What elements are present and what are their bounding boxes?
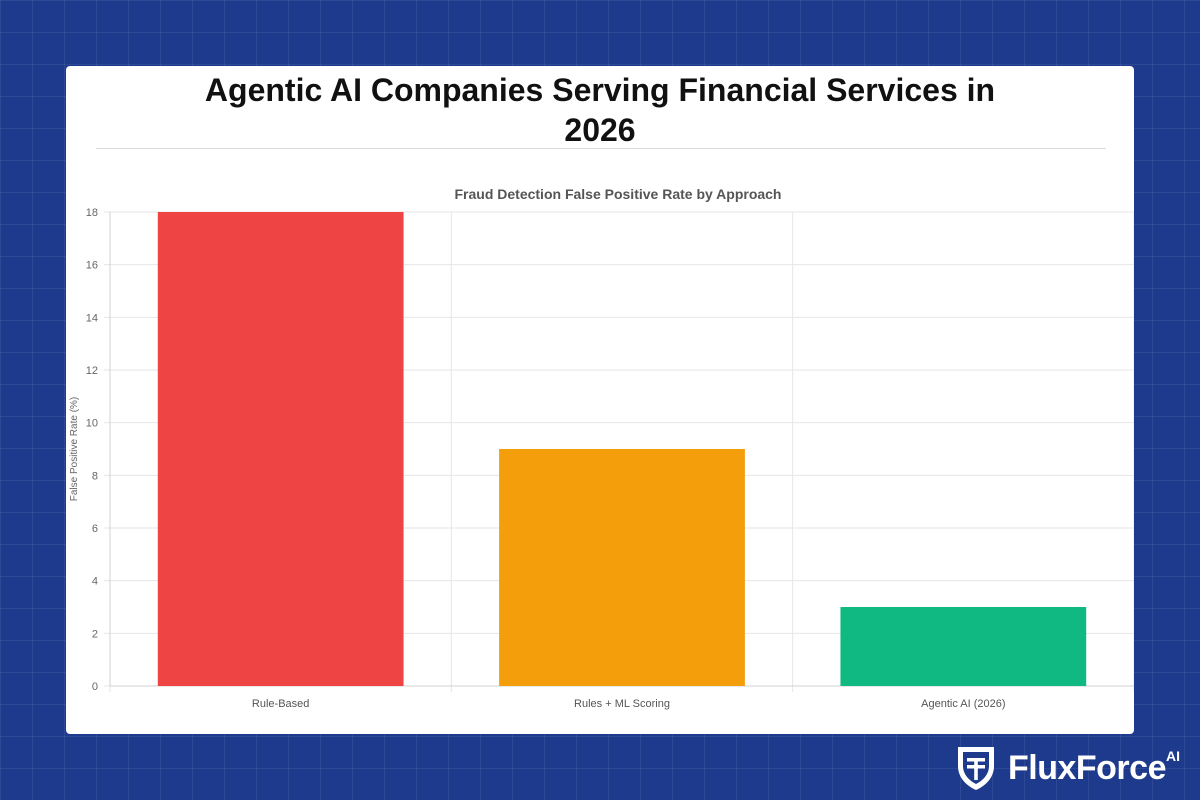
shield-icon [958, 747, 994, 790]
y-tick-label: 2 [92, 628, 98, 640]
y-tick-label: 6 [92, 523, 98, 535]
y-tick-label: 4 [92, 576, 98, 588]
bar-3 [840, 607, 1087, 686]
bar-chart: Fraud Detection False Positive Rate by A… [69, 186, 1134, 710]
chart-title: Fraud Detection False Positive Rate by A… [454, 186, 781, 202]
y-tick-label: 14 [86, 312, 98, 324]
brand-name: FluxForce [1008, 749, 1166, 787]
y-tick-label: 18 [86, 207, 98, 219]
page-title: Agentic AI Companies Serving Financial S… [66, 70, 1134, 150]
y-tick-label: 8 [92, 470, 98, 482]
bar-layer [157, 212, 1087, 686]
bar-2 [499, 449, 745, 686]
page-title-line-2: 2026 [564, 112, 636, 148]
y-tick-label: 0 [92, 681, 98, 693]
brand-suffix: AI [1166, 748, 1180, 764]
y-tick-label: 12 [86, 365, 98, 377]
x-tick-label: Rules + ML Scoring [574, 698, 670, 710]
x-tick-label: Rule-Based [252, 698, 309, 710]
bar-1 [157, 212, 404, 686]
y-axis-label: False Positive Rate (%) [69, 397, 80, 501]
x-tick-label: Agentic AI (2026) [921, 698, 1005, 710]
y-tick-label: 16 [86, 260, 98, 272]
title-divider [96, 148, 1106, 149]
page-title-line-1: Agentic AI Companies Serving Financial S… [204, 72, 996, 108]
y-tick-label: 10 [86, 418, 98, 430]
chart-card: Agentic AI Companies Serving Financial S… [66, 66, 1134, 734]
label-layer: Fraud Detection False Positive Rate by A… [69, 186, 1006, 710]
brand-logo: FluxForce AI [952, 744, 1192, 792]
